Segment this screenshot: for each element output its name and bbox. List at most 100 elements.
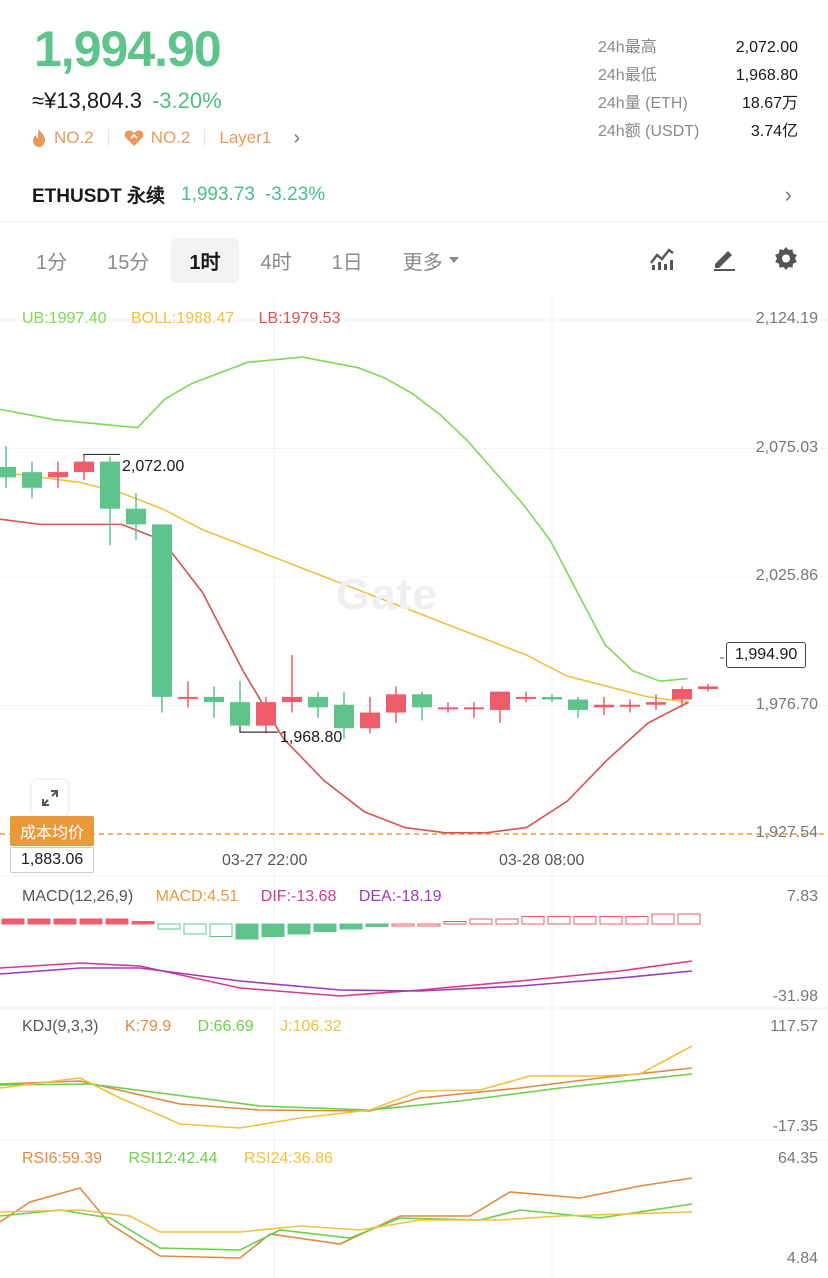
high-price-label: 2,072.00	[122, 458, 185, 475]
k-value: K:79.9	[124, 1018, 172, 1035]
low-price-label: 1,968.80	[280, 729, 343, 746]
tab-1h[interactable]: 1时	[171, 237, 239, 283]
kdj-axis-top: 117.57	[770, 1018, 818, 1035]
candle	[568, 696, 588, 718]
tab-4h[interactable]: 4时	[260, 251, 292, 274]
candle	[152, 524, 172, 713]
expand-button[interactable]	[32, 780, 68, 816]
heart-icon	[124, 130, 144, 146]
candle-body	[594, 704, 614, 708]
candle	[256, 696, 276, 734]
candle	[516, 691, 536, 703]
macd-bar	[521, 916, 545, 925]
candle-body	[438, 707, 458, 710]
stat-label: 24h额 (USDT)	[598, 123, 700, 140]
tab-1m[interactable]: 1分	[36, 251, 68, 274]
chevron-right-icon[interactable]: ›	[784, 181, 792, 207]
draw-pen-icon[interactable]	[710, 244, 738, 272]
macd-bar	[677, 913, 701, 925]
macd-bar	[27, 918, 51, 925]
macd-bar	[313, 923, 337, 932]
cny-price: ≈¥13,804.3	[32, 88, 142, 113]
candle	[308, 691, 328, 718]
candle-body	[308, 696, 328, 708]
candle	[178, 681, 198, 708]
candle	[672, 686, 692, 708]
macd-bar	[651, 913, 675, 925]
macd-bar	[417, 923, 441, 927]
legend-lb: LB:1979.53	[258, 310, 341, 327]
dea-value: DEA:-18.19	[358, 888, 442, 905]
last-price-marker: 1,994.90	[726, 642, 807, 668]
candle-body	[386, 694, 406, 713]
tab-more[interactable]: 更多	[385, 238, 477, 283]
kdj-title: KDJ(9,3,3)	[22, 1018, 99, 1035]
chart-canvas[interactable]	[0, 298, 828, 1278]
fire-icon	[33, 129, 45, 147]
dif-value: DIF:-13.68	[260, 888, 337, 905]
stat-label: 24h最低	[598, 67, 657, 84]
candle	[594, 696, 614, 716]
candle	[282, 655, 302, 713]
stat-row: 24h量 (ETH) 18.67万	[598, 90, 798, 118]
high-leader-line	[83, 453, 120, 457]
indicator-icon[interactable]	[648, 244, 676, 272]
cost-average-value: 1,883.06	[10, 847, 95, 873]
rsi6-value: RSI6:59.39	[22, 1150, 103, 1167]
candle-body	[152, 524, 172, 697]
change-percent: -3.20%	[151, 88, 222, 113]
candle	[22, 461, 42, 499]
macd-bar	[599, 916, 623, 925]
rsi-axis-bottom: 4.84	[786, 1250, 818, 1267]
candle	[542, 694, 562, 703]
y-axis-label: 1,927.54	[755, 824, 818, 841]
candle	[48, 461, 68, 488]
tab-1d[interactable]: 1日	[331, 251, 363, 274]
candle	[386, 686, 406, 724]
chart-area[interactable]: Gate UB:1997.40 BOLL:1988.47 LB:1979.53 …	[0, 298, 828, 1278]
boll-legend: UB:1997.40 BOLL:1988.47 LB:1979.53	[22, 310, 340, 328]
candle-body	[464, 707, 484, 710]
settings-gear-icon[interactable]	[772, 244, 800, 272]
tab-more-label: 更多	[402, 251, 443, 274]
candle	[230, 681, 250, 727]
kdj-legend: KDJ(9,3,3) K:79.9 D:66.69 J:106.32	[22, 1018, 342, 1036]
cost-average-tag[interactable]: 成本均价	[10, 816, 95, 846]
macd-bar	[573, 916, 597, 925]
candle-body	[230, 702, 250, 726]
rank-tags[interactable]: NO.2 NO.2 Layer1 ›	[30, 124, 300, 152]
kdj-j-line	[0, 1045, 693, 1129]
macd-bar	[625, 916, 649, 925]
legend-ub: UB:1997.40	[22, 310, 107, 327]
y-axis-label: 2,025.86	[755, 567, 818, 584]
candle-body	[22, 472, 42, 488]
rsi6-line	[0, 1177, 693, 1259]
category-tag-label: Layer1	[219, 128, 272, 147]
candle	[126, 493, 146, 541]
candle-body	[256, 702, 276, 726]
y-axis-label: 2,124.19	[755, 310, 818, 327]
stat-value: 1,968.80	[735, 67, 798, 84]
candle-body	[126, 508, 146, 525]
candle-body	[74, 461, 94, 473]
category-tag[interactable]: Layer1	[219, 128, 271, 148]
macd-bar	[53, 918, 77, 925]
time-label: 03-28 08:00	[499, 852, 585, 869]
tag-divider	[204, 129, 206, 147]
stat-row: 24h最低 1,968.80	[598, 62, 798, 90]
rank-tag-hot[interactable]: NO.2	[30, 128, 94, 148]
tab-15m[interactable]: 15分	[107, 251, 150, 274]
caret-down-icon	[448, 257, 459, 263]
candle	[646, 694, 666, 710]
candle-body	[412, 694, 432, 708]
candle-body	[568, 699, 588, 710]
chevron-right-icon[interactable]: ›	[293, 126, 301, 149]
perpetual-contract-row[interactable]: ETHUSDT 永续 1,993.73 -3.23% ›	[0, 168, 828, 222]
chart-tools	[648, 244, 800, 272]
dif-line	[0, 960, 693, 997]
candle-body	[698, 686, 718, 690]
macd-bar	[287, 923, 311, 935]
stat-value: 3.74亿	[750, 123, 798, 140]
rank-tag-fav[interactable]: NO.2	[123, 128, 190, 148]
candle	[464, 702, 484, 718]
